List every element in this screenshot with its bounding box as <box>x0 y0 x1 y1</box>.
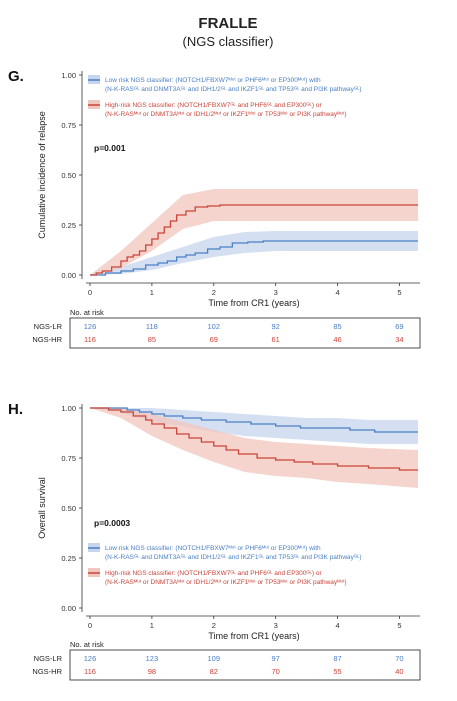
risk-value: 126 <box>84 654 97 663</box>
y-axis-label: Overall survival <box>37 477 47 539</box>
risk-value: 34 <box>395 335 403 344</box>
risk-row-label: NGS-LR <box>34 654 63 663</box>
risk-row-label: NGS-LR <box>34 322 63 331</box>
risk-value: 85 <box>333 322 341 331</box>
x-tick-label: 2 <box>212 621 216 630</box>
y-tick-label: 0.00 <box>61 271 76 280</box>
legend-text-low: (N-K-RASᴳᴸ and DNMT3Aᴳᴸ and IDH1/2ᴳᴸ and… <box>105 554 362 561</box>
legend-text-high: High-risk NGS classifier: (NOTCH1/FBXW7ᴳ… <box>105 570 322 577</box>
risk-table-box <box>69 649 421 681</box>
risk-value: 92 <box>271 322 279 331</box>
risk-value: 40 <box>395 667 403 676</box>
curve-high <box>90 407 418 471</box>
ci-band-high <box>90 189 418 275</box>
risk-value: 85 <box>148 335 156 344</box>
curve-low <box>90 240 418 276</box>
y-tick-label: 0.75 <box>61 121 76 130</box>
risk-row-label: NGS-HR <box>32 335 62 344</box>
legend-text-low: Low risk NGS classifier: (NOTCH1/FBXW7ᴹᵘ… <box>105 77 321 84</box>
y-tick-label: 1.00 <box>61 71 76 80</box>
legend-text-high: (N-K-RASᴹᵘᵗ or DNMT3Aᴹᵘᵗ or IDH1/2ᴹᵘᵗ or… <box>105 111 347 118</box>
risk-value: 116 <box>84 335 96 344</box>
panel-label: G. <box>8 68 24 85</box>
risk-value: 70 <box>395 654 403 663</box>
ci-band-low <box>90 408 418 444</box>
x-tick-label: 0 <box>88 288 92 297</box>
risk-value: 123 <box>146 654 159 663</box>
risk-value: 69 <box>210 335 218 344</box>
y-axis-label: Cumulative incidence of relapse <box>37 111 47 239</box>
risk-value: 70 <box>271 667 279 676</box>
risk-value: 87 <box>333 654 341 663</box>
legend-text-low: Low risk NGS classifier: (NOTCH1/FBXW7ᴹᵘ… <box>105 545 321 552</box>
risk-value: 118 <box>146 322 158 331</box>
x-tick-label: 4 <box>335 288 339 297</box>
risk-value: 109 <box>208 654 221 663</box>
risk-value: 55 <box>333 667 341 676</box>
curve-high <box>90 204 418 276</box>
x-tick-label: 4 <box>335 621 339 630</box>
x-tick-label: 3 <box>274 288 278 297</box>
risk-value: 46 <box>333 335 341 344</box>
risk-value: 98 <box>148 667 156 676</box>
legend-text-high: (N-K-RASᴹᵘᵗ or DNMT3Aᴹᵘᵗ or IDH1/2ᴹᵘᵗ or… <box>105 579 347 586</box>
x-tick-label: 5 <box>397 621 401 630</box>
risk-table-box <box>69 317 421 349</box>
figure-title: FRALLE <box>198 15 257 32</box>
risk-table-title: No. at risk <box>70 640 104 649</box>
risk-value: 116 <box>84 667 96 676</box>
x-tick-label: 3 <box>274 621 278 630</box>
x-tick-label: 2 <box>212 288 216 297</box>
risk-table-title: No. at risk <box>70 308 104 317</box>
x-tick-label: 1 <box>150 621 154 630</box>
risk-value: 102 <box>208 322 221 331</box>
y-tick-label: 0.25 <box>61 221 76 230</box>
y-tick-label: 0.50 <box>61 504 76 513</box>
risk-value: 82 <box>210 667 218 676</box>
x-tick-label: 1 <box>150 288 154 297</box>
risk-value: 126 <box>84 322 97 331</box>
legend-text-low: (N-K-RASᴳᴸ and DNMT3Aᴳᴸ and IDH1/2ᴳᴸ and… <box>105 86 362 93</box>
y-tick-label: 0.25 <box>61 554 76 563</box>
x-tick-label: 5 <box>397 288 401 297</box>
risk-value: 97 <box>271 654 279 663</box>
risk-row-label: NGS-HR <box>32 667 62 676</box>
y-tick-label: 0.00 <box>61 604 76 613</box>
p-value: p=0.0003 <box>94 518 130 528</box>
curve-low <box>90 407 418 433</box>
x-axis-label: Time from CR1 (years) <box>208 298 299 308</box>
panel-label: H. <box>8 401 23 418</box>
y-tick-label: 0.75 <box>61 454 76 463</box>
x-axis-label: Time from CR1 (years) <box>208 631 299 641</box>
risk-value: 61 <box>271 335 279 344</box>
legend-text-high: High-risk NGS classifier: (NOTCH1/FBXW7ᴳ… <box>105 102 322 109</box>
y-tick-label: 1.00 <box>61 404 76 413</box>
x-tick-label: 0 <box>88 621 92 630</box>
ci-band-low <box>90 231 418 275</box>
p-value: p=0.001 <box>94 143 126 153</box>
y-tick-label: 0.50 <box>61 171 76 180</box>
figure-subtitle: (NGS classifier) <box>182 34 273 49</box>
risk-value: 69 <box>395 322 403 331</box>
